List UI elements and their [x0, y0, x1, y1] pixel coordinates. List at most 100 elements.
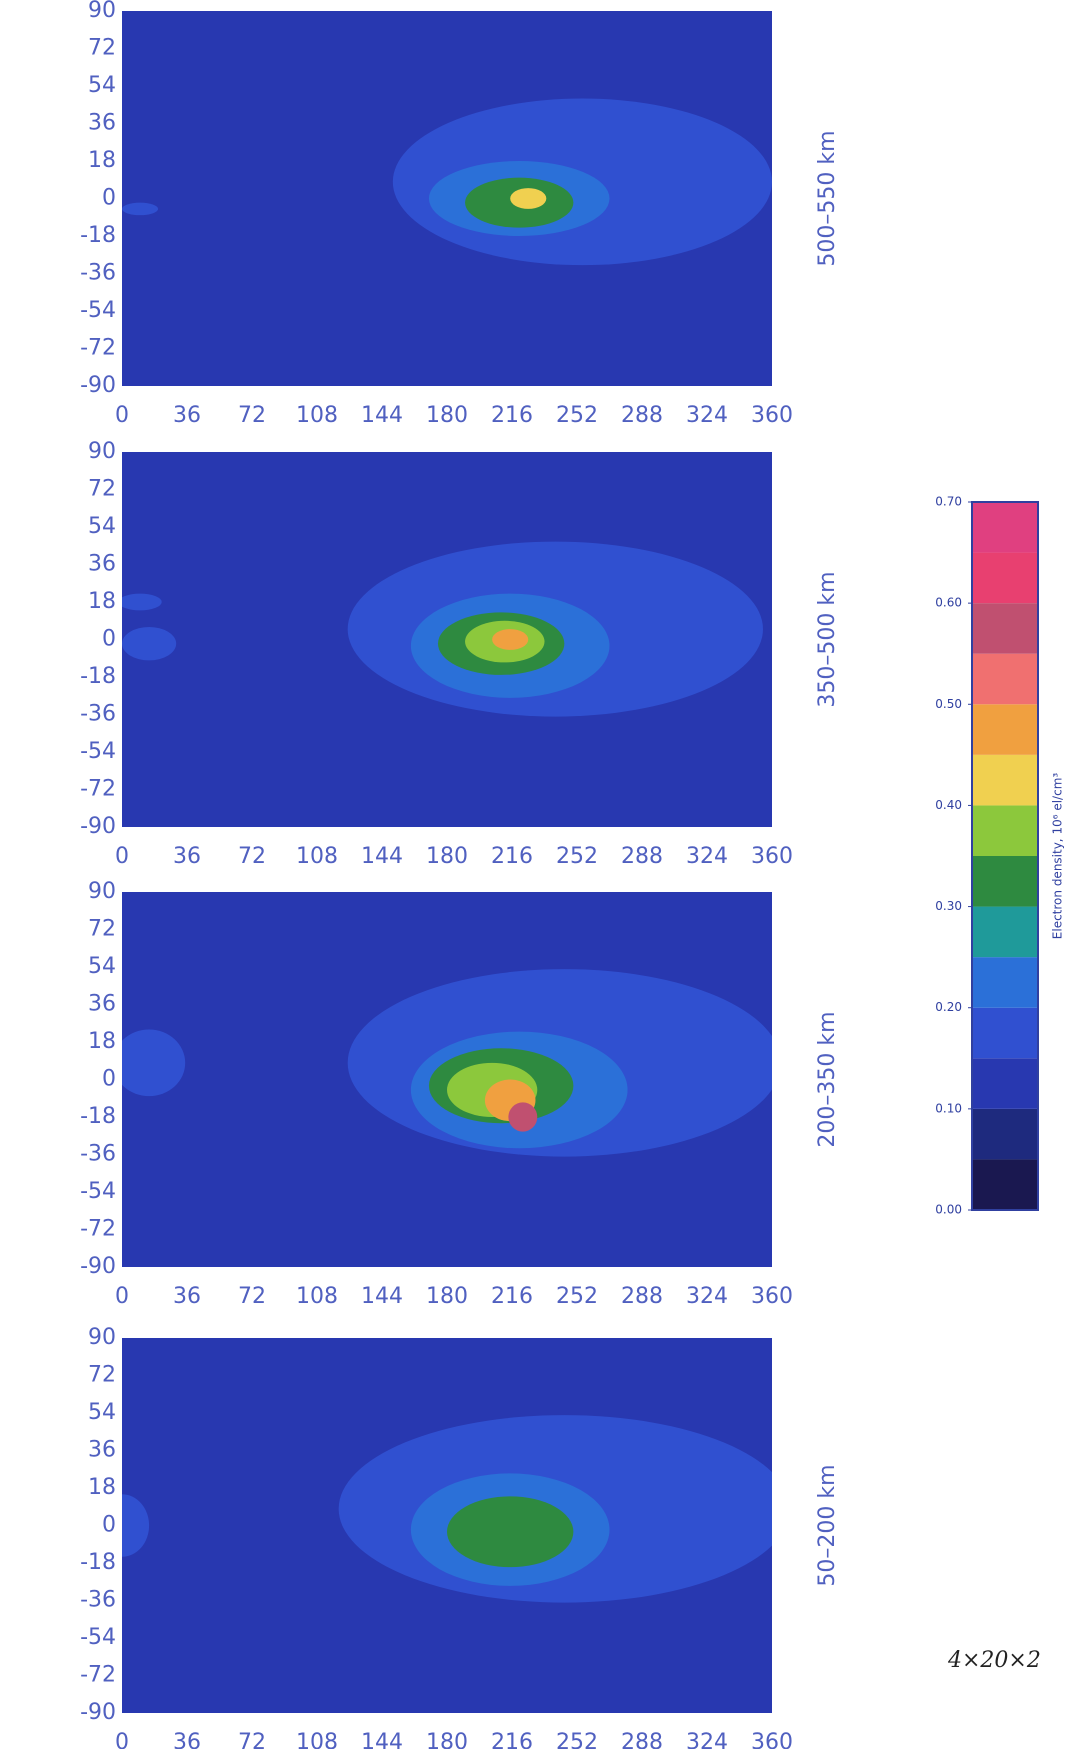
x-tick-label: 144 — [361, 1284, 403, 1309]
colorbar-band — [972, 704, 1038, 755]
y-tick-label: 18 — [88, 1029, 116, 1054]
y-tick-label: -36 — [80, 261, 116, 286]
y-tick-label: -54 — [80, 1179, 116, 1204]
contour-region — [122, 627, 177, 661]
contour-panel: 0 36 72 108 144 180 216 252 288 324 36090725436180… — [80, 439, 840, 869]
x-tick-label: 360 — [751, 844, 793, 869]
x-tick-label: 252 — [556, 1284, 598, 1309]
panel-label: 200–350 km — [815, 1011, 840, 1147]
y-tick-label: -90 — [80, 1700, 116, 1725]
y-tick-label: 36 — [88, 992, 116, 1017]
x-tick-label: 0 — [115, 1284, 129, 1309]
contour-fills — [122, 1415, 772, 1603]
y-tick-label: -18 — [80, 1104, 116, 1129]
y-tick-label: 18 — [88, 1475, 116, 1500]
y-tick-label: -36 — [80, 1588, 116, 1613]
y-tick-label: 0 — [102, 1513, 116, 1538]
x-tick-label: 36 — [173, 403, 201, 428]
y-tick-label: 18 — [88, 589, 116, 614]
colorbar-band — [972, 906, 1038, 958]
y-tick-label: 72 — [88, 1363, 116, 1388]
x-tick-label: 252 — [556, 844, 598, 869]
contour-panel: 0 36 72 108 144 180 216 252 288 324 36090725436180… — [80, 879, 840, 1309]
colorbar-band — [972, 603, 1038, 654]
y-tick-label: -72 — [80, 777, 116, 802]
y-tick-label: 72 — [88, 36, 116, 61]
x-tick-label: 216 — [491, 1284, 533, 1309]
contour-fills — [122, 541, 763, 717]
x-tick-label: 360 — [751, 1284, 793, 1309]
x-tick-label: 252 — [556, 1730, 598, 1749]
y-tick-label: -54 — [80, 1625, 116, 1650]
colorbar-band — [972, 1007, 1038, 1059]
x-tick-label: 324 — [686, 1284, 728, 1309]
x-tick-label: 108 — [296, 844, 338, 869]
y-tick-label: -54 — [80, 739, 116, 764]
colorbar-tick-label: 0.50 — [935, 697, 962, 711]
x-tick-label: 0 — [115, 844, 129, 869]
x-tick-label: 324 — [686, 1730, 728, 1749]
x-tick-label: 216 — [491, 403, 533, 428]
colorbar-tick-label: 0.10 — [935, 1101, 962, 1115]
x-tick-label: 288 — [621, 403, 663, 428]
x-tick-label: 72 — [238, 403, 266, 428]
x-tick-label: 36 — [173, 1730, 201, 1749]
colorbar-tick-label: 0.70 — [935, 495, 962, 509]
x-tick-label: 288 — [621, 1284, 663, 1309]
y-tick-label: 18 — [88, 148, 116, 173]
colorbar-label: Electron density, 10⁶ el/cm³ — [1051, 773, 1065, 940]
colorbar-band — [972, 552, 1038, 604]
y-tick-label: -18 — [80, 664, 116, 689]
y-tick-label: 72 — [88, 917, 116, 942]
y-tick-label: 36 — [88, 552, 116, 577]
colorbar: 0.00 0.10 0.20 0.30 0.40 0.50 0.60 0.70 Electron… — [935, 495, 1064, 1217]
panel-label: 50–200 km — [815, 1464, 840, 1586]
y-tick-label: 90 — [88, 1325, 116, 1350]
y-tick-label: 72 — [88, 477, 116, 502]
colorbar-band — [972, 1058, 1038, 1109]
contour-panel: 0 36 72 108 144 180 216 252 288 324 36090725436180… — [80, 0, 840, 428]
y-tick-label: 54 — [88, 514, 116, 539]
colorbar-tick-label: 0.00 — [935, 1203, 962, 1217]
x-tick-label: 216 — [491, 1730, 533, 1749]
x-tick-label: 108 — [296, 1284, 338, 1309]
y-tick-label: -72 — [80, 336, 116, 361]
colorbar-tick-label: 0.60 — [935, 596, 962, 610]
x-tick-label: 216 — [491, 844, 533, 869]
colorbar-tick-label: 0.20 — [935, 1000, 962, 1014]
y-tick-label: 90 — [88, 439, 116, 464]
y-tick-label: -90 — [80, 1254, 116, 1279]
x-tick-label: 144 — [361, 403, 403, 428]
x-tick-label: 360 — [751, 1730, 793, 1749]
x-tick-label: 288 — [621, 1730, 663, 1749]
y-tick-label: -54 — [80, 298, 116, 323]
colorbar-frame — [971, 501, 1039, 1211]
y-tick-label: 54 — [88, 954, 116, 979]
contour-region — [122, 1029, 186, 1097]
y-tick-label: 0 — [102, 627, 116, 652]
colorbar-band — [972, 754, 1038, 806]
contour-region — [447, 1496, 574, 1568]
contour-region — [122, 593, 162, 611]
x-tick-label: 288 — [621, 844, 663, 869]
x-tick-label: 180 — [426, 1730, 468, 1749]
y-tick-label: 36 — [88, 111, 116, 136]
y-tick-label: -36 — [80, 1142, 116, 1167]
x-tick-label: 360 — [751, 403, 793, 428]
x-tick-label: 72 — [238, 1730, 266, 1749]
x-tick-label: 180 — [426, 403, 468, 428]
y-tick-label: 0 — [102, 1067, 116, 1092]
x-tick-label: 144 — [361, 1730, 403, 1749]
x-tick-label: 108 — [296, 1730, 338, 1749]
colorbar-tick-label: 0.40 — [935, 798, 962, 812]
y-tick-label: -90 — [80, 373, 116, 398]
contour-panel: 0 36 72 108 144 180 216 252 288 324 36090725436180… — [80, 1325, 840, 1749]
contour-region — [510, 188, 547, 209]
x-tick-label: 108 — [296, 403, 338, 428]
x-tick-label: 324 — [686, 844, 728, 869]
colorbar-band — [972, 1108, 1038, 1160]
x-tick-label: 144 — [361, 844, 403, 869]
colorbar-band — [972, 805, 1038, 856]
panel-label: 350–500 km — [815, 571, 840, 707]
